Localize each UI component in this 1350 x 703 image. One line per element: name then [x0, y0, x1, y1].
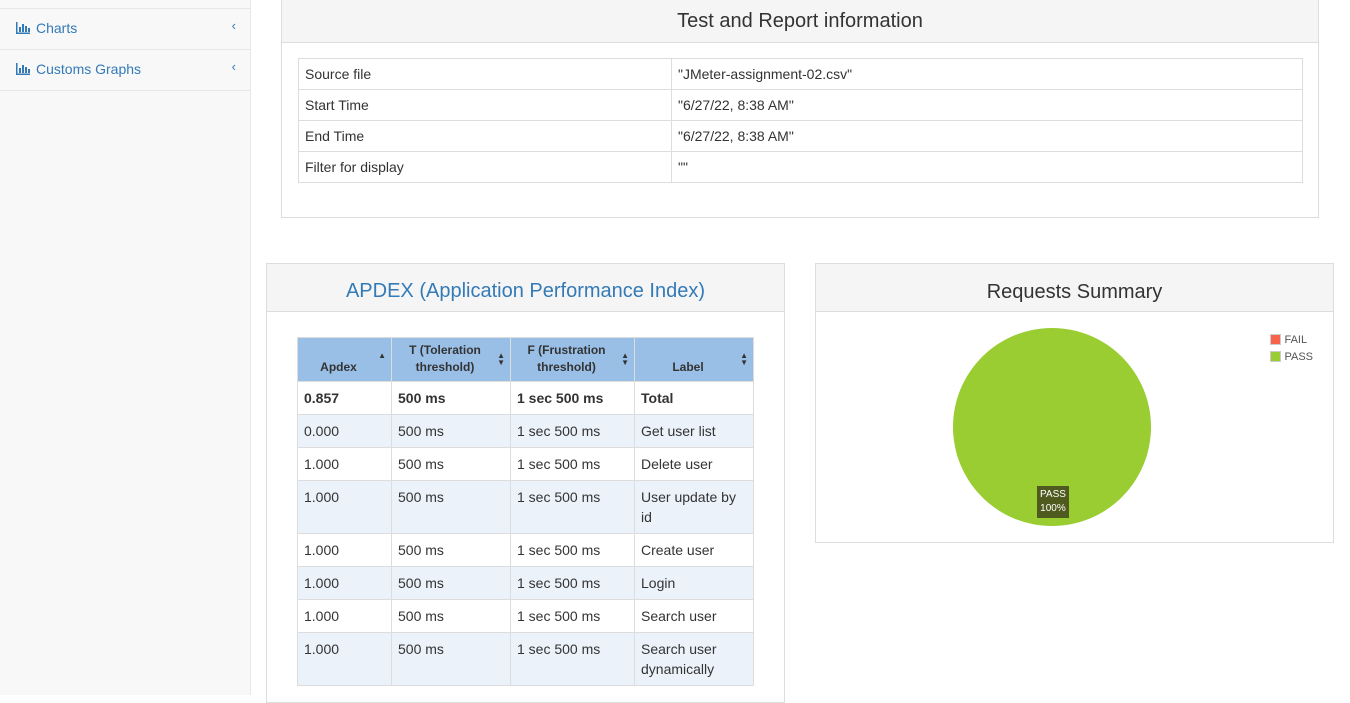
chevron-left-icon[interactable]: ‹ [231, 59, 236, 74]
sort-asc-icon: ▲ [378, 351, 386, 360]
pie-chart: FAIL PASS PASS 100% [816, 312, 1333, 542]
table-row: 1.000 500 ms 1 sec 500 ms Create user [297, 533, 754, 567]
test-report-info-panel: Test and Report information Source file … [281, 0, 1319, 218]
sidebar: Charts ‹ Customs Graphs ‹ [0, 0, 251, 695]
sidebar-item-label: Customs Graphs [36, 61, 142, 77]
pie-slice-pass[interactable] [953, 328, 1151, 526]
panel-title: APDEX (Application Performance Index) [267, 264, 784, 312]
table-row: 0.000 500 ms 1 sec 500 ms Get user list [297, 414, 754, 448]
sort-icon: ▲ ▼ [740, 351, 748, 367]
info-key: End Time [298, 120, 672, 152]
info-key: Filter for display [298, 151, 672, 183]
column-header-label[interactable]: Label ▲ ▼ [634, 337, 754, 382]
panel-title: Test and Report information [282, 0, 1318, 43]
table-row: 1.000 500 ms 1 sec 500 ms Login [297, 566, 754, 600]
info-key: Source file [298, 58, 672, 90]
slice-label: PASS 100% [1037, 486, 1069, 518]
bar-chart-icon [16, 62, 30, 78]
sidebar-item-charts[interactable]: Charts ‹ [0, 9, 250, 50]
sort-icon: ▲ ▼ [621, 351, 629, 367]
info-value: "6/27/22, 8:38 AM" [671, 89, 1303, 121]
table-row: Start Time "6/27/22, 8:38 AM" [298, 89, 1303, 121]
chart-legend: FAIL PASS [1270, 332, 1313, 366]
test-info-table: Source file "JMeter-assignment-02.csv" S… [298, 58, 1303, 183]
sidebar-top-divider [0, 0, 250, 9]
legend-swatch [1270, 334, 1282, 345]
info-key: Start Time [298, 89, 672, 121]
requests-summary-panel: Requests Summary FAIL PASS PASS 100% [815, 263, 1334, 543]
sidebar-item-label: Charts [36, 20, 78, 36]
chevron-left-icon[interactable]: ‹ [231, 18, 236, 33]
table-row: Source file "JMeter-assignment-02.csv" [298, 58, 1303, 90]
column-header-apdex[interactable]: Apdex ▲ [297, 337, 392, 382]
table-row: 1.000 500 ms 1 sec 500 ms Delete user [297, 447, 754, 481]
sidebar-item-customs-graphs[interactable]: Customs Graphs ‹ [0, 50, 250, 91]
column-header-frustration[interactable]: F (Frustration threshold) ▲ ▼ [510, 337, 635, 382]
info-value: "" [671, 151, 1303, 183]
table-row: End Time "6/27/22, 8:38 AM" [298, 120, 1303, 152]
table-row: Filter for display "" [298, 151, 1303, 183]
info-value: "JMeter-assignment-02.csv" [671, 58, 1303, 90]
column-header-toleration[interactable]: T (Toleration threshold) ▲ ▼ [391, 337, 511, 382]
legend-item-pass[interactable]: PASS [1270, 349, 1313, 366]
table-row: 1.000 500 ms 1 sec 500 ms User update by… [297, 480, 754, 534]
info-value: "6/27/22, 8:38 AM" [671, 120, 1303, 152]
table-row-total: 0.857 500 ms 1 sec 500 ms Total [297, 381, 754, 415]
legend-swatch [1270, 351, 1282, 362]
panel-title: Requests Summary [816, 264, 1333, 312]
legend-item-fail[interactable]: FAIL [1270, 332, 1313, 349]
sort-icon: ▲ ▼ [497, 351, 505, 367]
table-row: 1.000 500 ms 1 sec 500 ms Search user [297, 599, 754, 633]
table-row: 1.000 500 ms 1 sec 500 ms Search user dy… [297, 632, 754, 686]
apdex-table: Apdex ▲ T (Toleration threshold) ▲ ▼ F (F… [297, 337, 754, 686]
pie-chart-svg [953, 328, 1151, 526]
bar-chart-icon [16, 21, 30, 37]
apdex-panel: APDEX (Application Performance Index) Ap… [266, 263, 785, 703]
